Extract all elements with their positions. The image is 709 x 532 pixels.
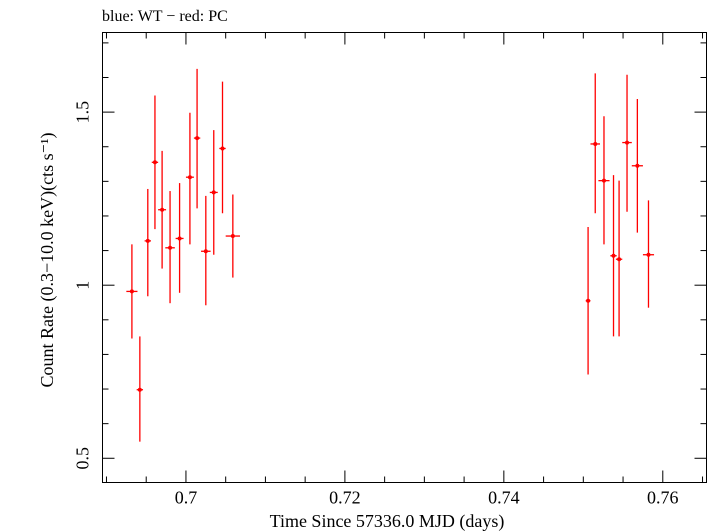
data-point: [622, 74, 632, 212]
data-point: [209, 130, 218, 255]
x-tick-label: 0.76: [647, 488, 679, 508]
point-marker: [160, 207, 165, 212]
y-axis-tick-labels: 0.5 1 1.5: [73, 101, 93, 470]
x-axis-ticks: [105, 32, 704, 483]
y-axis-label: Count Rate (0.3−10.0 keV)(cts s⁻¹): [37, 132, 58, 387]
point-marker: [220, 146, 225, 151]
point-marker: [635, 163, 640, 168]
data-point: [225, 194, 240, 278]
point-marker: [203, 249, 208, 254]
data-point: [219, 81, 226, 214]
data-point: [175, 183, 184, 293]
point-marker: [152, 160, 157, 165]
y-tick-label: 0.5: [73, 447, 93, 470]
point-marker: [168, 245, 173, 250]
point-marker: [593, 141, 598, 146]
data-point: [631, 98, 643, 233]
plot-frame: [102, 32, 707, 483]
point-marker: [230, 234, 235, 239]
point-marker: [646, 252, 651, 257]
point-marker: [177, 236, 182, 241]
x-tick-label: 0.72: [329, 488, 361, 508]
data-point: [158, 150, 167, 269]
data-point: [136, 336, 144, 442]
data-point: [151, 95, 159, 230]
x-axis-label: Time Since 57336.0 MJD (days): [270, 511, 505, 532]
point-marker: [195, 136, 200, 141]
point-marker: [137, 387, 142, 392]
point-marker: [617, 257, 622, 262]
data-point: [610, 175, 617, 337]
x-tick-label: 0.7: [175, 488, 198, 508]
data-point: [165, 191, 175, 304]
data-point: [598, 116, 610, 245]
point-marker: [211, 190, 216, 195]
data-point: [590, 73, 601, 214]
x-tick-label: 0.74: [488, 488, 520, 508]
data-point: [126, 244, 138, 339]
data-point: [193, 68, 201, 209]
point-marker: [611, 253, 616, 258]
data-point: [642, 200, 655, 308]
point-marker: [187, 175, 192, 180]
point-marker: [601, 178, 606, 183]
data-point: [201, 195, 211, 306]
data-points: [126, 68, 655, 442]
data-point: [144, 188, 151, 297]
data-point: [185, 112, 194, 245]
point-marker: [129, 289, 134, 294]
point-marker: [586, 298, 591, 303]
data-point: [585, 227, 591, 375]
y-axis-ticks: [102, 42, 707, 459]
y-tick-label: 1: [73, 281, 93, 290]
data-point: [615, 180, 623, 337]
x-axis-tick-labels: 0.7 0.72 0.74 0.76: [175, 488, 679, 508]
point-marker: [145, 238, 150, 243]
chart-title: blue: WT − red: PC: [102, 8, 228, 25]
y-tick-label: 1.5: [73, 101, 93, 124]
point-marker: [625, 140, 630, 145]
